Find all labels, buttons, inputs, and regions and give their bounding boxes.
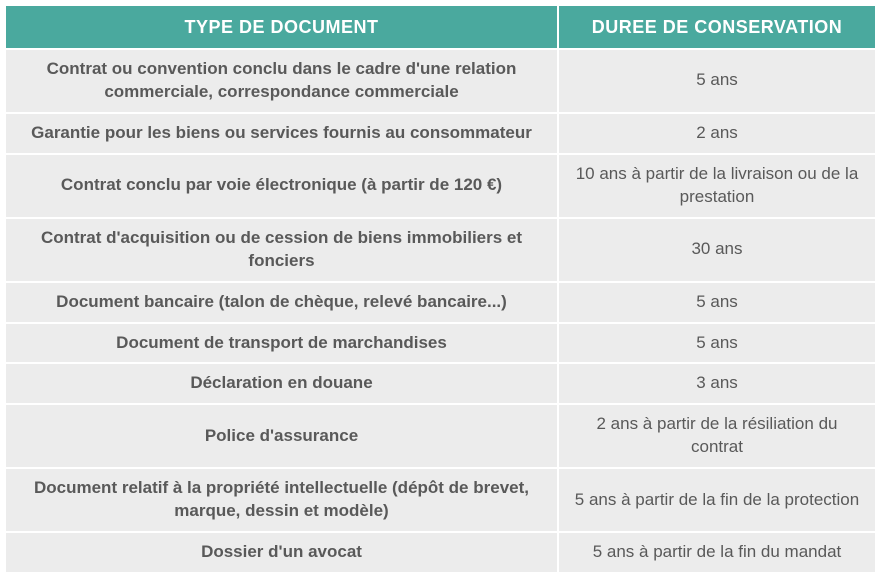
cell-text: 5 ans [696, 69, 738, 92]
cell-text: 2 ans à partir de la résiliation du cont… [573, 413, 861, 459]
cell-text: Document bancaire (talon de chèque, rele… [56, 291, 507, 314]
cell-duration: 5 ans à partir de la fin de la protectio… [559, 469, 875, 531]
table-header-row: TYPE DE DOCUMENT DUREE DE CONSERVATION [6, 6, 875, 50]
cell-document-type: Police d'assurance [6, 405, 559, 467]
cell-text: Contrat ou convention conclu dans le cad… [20, 58, 543, 104]
table-row: Contrat conclu par voie électronique (à … [6, 155, 875, 219]
cell-document-type: Déclaration en douane [6, 364, 559, 403]
cell-duration: 30 ans [559, 219, 875, 281]
cell-document-type: Document de transport de marchandises [6, 324, 559, 363]
cell-duration: 2 ans [559, 114, 875, 153]
cell-document-type: Dossier d'un avocat [6, 533, 559, 572]
header-col-conservation-duration: DUREE DE CONSERVATION [559, 6, 875, 48]
header-label: DUREE DE CONSERVATION [592, 15, 843, 39]
cell-text: 30 ans [691, 238, 742, 261]
cell-text: Déclaration en douane [190, 372, 372, 395]
cell-text: 10 ans à partir de la livraison ou de la… [573, 163, 861, 209]
table-row: Dossier d'un avocat 5 ans à partir de la… [6, 533, 875, 572]
cell-text: Contrat d'acquisition ou de cession de b… [20, 227, 543, 273]
conservation-duration-table: TYPE DE DOCUMENT DUREE DE CONSERVATION C… [0, 0, 881, 578]
cell-document-type: Contrat conclu par voie électronique (à … [6, 155, 559, 217]
table-row: Déclaration en douane 3 ans [6, 364, 875, 405]
cell-document-type: Garantie pour les biens ou services four… [6, 114, 559, 153]
header-col-document-type: TYPE DE DOCUMENT [6, 6, 559, 48]
cell-document-type: Document bancaire (talon de chèque, rele… [6, 283, 559, 322]
cell-duration: 10 ans à partir de la livraison ou de la… [559, 155, 875, 217]
cell-duration: 2 ans à partir de la résiliation du cont… [559, 405, 875, 467]
cell-document-type: Contrat ou convention conclu dans le cad… [6, 50, 559, 112]
cell-text: 5 ans à partir de la fin du mandat [593, 541, 842, 564]
cell-text: 5 ans [696, 332, 738, 355]
cell-document-type: Document relatif à la propriété intellec… [6, 469, 559, 531]
header-label: TYPE DE DOCUMENT [184, 15, 378, 39]
table-row: Contrat ou convention conclu dans le cad… [6, 50, 875, 114]
cell-text: Document relatif à la propriété intellec… [20, 477, 543, 523]
cell-text: 5 ans [696, 291, 738, 314]
table-row: Police d'assurance 2 ans à partir de la … [6, 405, 875, 469]
cell-text: 2 ans [696, 122, 738, 145]
cell-text: 3 ans [696, 372, 738, 395]
cell-document-type: Contrat d'acquisition ou de cession de b… [6, 219, 559, 281]
table-row: Garantie pour les biens ou services four… [6, 114, 875, 155]
table-row: Contrat d'acquisition ou de cession de b… [6, 219, 875, 283]
table-row: Document bancaire (talon de chèque, rele… [6, 283, 875, 324]
cell-duration: 5 ans [559, 50, 875, 112]
cell-duration: 5 ans [559, 283, 875, 322]
cell-text: Garantie pour les biens ou services four… [31, 122, 532, 145]
cell-duration: 5 ans à partir de la fin du mandat [559, 533, 875, 572]
cell-text: Contrat conclu par voie électronique (à … [61, 174, 502, 197]
cell-duration: 5 ans [559, 324, 875, 363]
table-row: Document relatif à la propriété intellec… [6, 469, 875, 533]
cell-text: 5 ans à partir de la fin de la protectio… [575, 489, 859, 512]
cell-text: Document de transport de marchandises [116, 332, 447, 355]
cell-text: Police d'assurance [205, 425, 358, 448]
cell-text: Dossier d'un avocat [201, 541, 362, 564]
cell-duration: 3 ans [559, 364, 875, 403]
table-row: Document de transport de marchandises 5 … [6, 324, 875, 365]
